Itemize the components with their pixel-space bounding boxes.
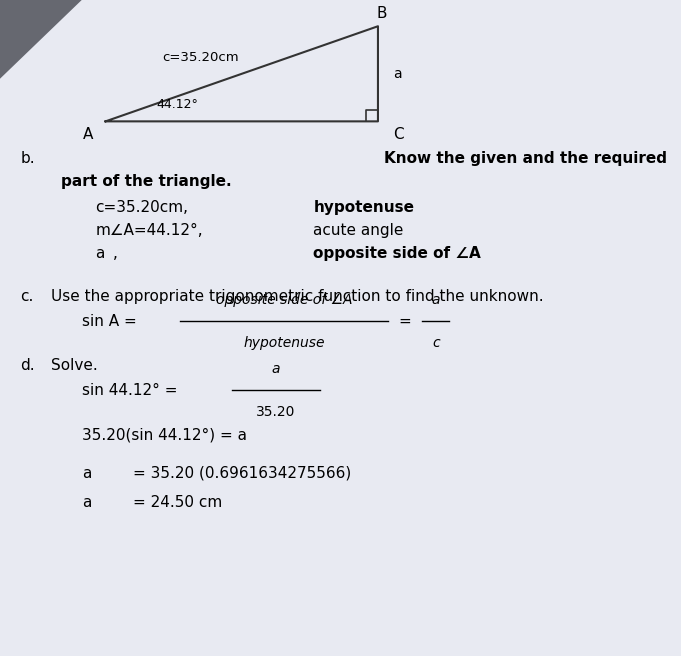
Text: acute angle: acute angle [313, 223, 404, 238]
Text: =: = [398, 314, 411, 329]
Text: A: A [83, 127, 93, 142]
Text: = 35.20 (0.6961634275566): = 35.20 (0.6961634275566) [133, 466, 351, 481]
Text: C: C [393, 127, 404, 142]
Text: c=35.20cm: c=35.20cm [163, 51, 239, 64]
Text: 35.20(sin 44.12°) = a: 35.20(sin 44.12°) = a [82, 428, 247, 443]
Text: 35.20: 35.20 [256, 405, 296, 419]
Text: hypotenuse: hypotenuse [313, 200, 414, 215]
Text: hypotenuse: hypotenuse [244, 336, 325, 350]
Text: a: a [82, 466, 91, 481]
Text: a: a [432, 293, 440, 307]
Text: Know the given and the required: Know the given and the required [384, 151, 667, 166]
Text: Solve.: Solve. [51, 358, 98, 373]
Text: B: B [376, 6, 387, 21]
Polygon shape [0, 0, 82, 79]
Text: m∠A=44.12°,: m∠A=44.12°, [95, 223, 203, 238]
Text: Use the appropriate trigonometric function to find the unknown.: Use the appropriate trigonometric functi… [51, 289, 543, 304]
Text: d.: d. [20, 358, 35, 373]
Text: a: a [272, 362, 280, 376]
Text: sin A =: sin A = [82, 314, 136, 329]
Text: ,: , [112, 246, 117, 261]
Text: a: a [82, 495, 91, 510]
Text: c: c [432, 336, 440, 350]
Text: = 24.50 cm: = 24.50 cm [133, 495, 222, 510]
Text: part of the triangle.: part of the triangle. [61, 174, 232, 189]
Text: a: a [393, 67, 402, 81]
Text: opposite side of ∠A: opposite side of ∠A [216, 293, 353, 307]
Text: opposite side of ∠A: opposite side of ∠A [313, 246, 481, 261]
Text: sin 44.12° =: sin 44.12° = [82, 383, 177, 398]
Text: b.: b. [20, 151, 35, 166]
Text: a: a [95, 246, 105, 261]
Text: c.: c. [20, 289, 34, 304]
Text: c=35.20cm,: c=35.20cm, [95, 200, 189, 215]
Text: 44.12°: 44.12° [157, 98, 198, 112]
